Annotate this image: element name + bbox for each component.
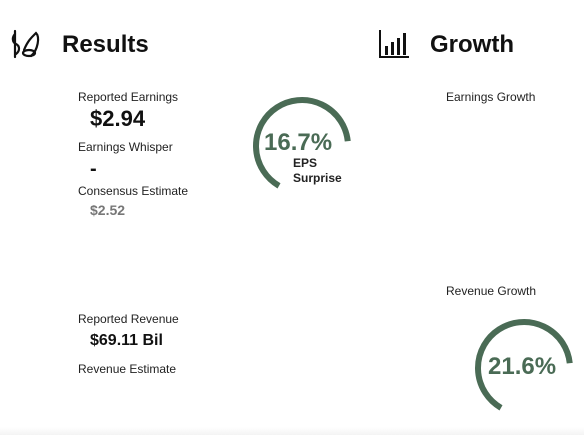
earnings-whisper-label: Earnings Whisper <box>78 140 173 154</box>
eps-surprise-label-line1: EPS <box>293 156 318 170</box>
revenue-growth-value: 21.6% <box>488 353 557 380</box>
revenue-growth-ring <box>475 319 573 411</box>
eps-surprise-gauge <box>250 94 354 198</box>
eps-surprise-ring <box>253 97 351 189</box>
eps-surprise-value: 16.7% <box>264 129 333 156</box>
consensus-estimate-value: $2.52 <box>90 202 126 218</box>
earnings-whisper-value: - <box>90 158 97 180</box>
revenue-growth-gauge <box>472 316 576 420</box>
revenue-growth-arc <box>475 319 573 411</box>
growth-title: Growth <box>430 31 514 58</box>
eps-surprise-label-line2: Surprise <box>293 171 342 185</box>
results-title: Results <box>62 31 149 58</box>
consensus-estimate-label: Consensus Estimate <box>78 184 189 198</box>
reported-revenue-value: $69.11 Bil <box>90 332 163 349</box>
eps-surprise-label: EPS Surprise <box>293 156 342 186</box>
bottom-fade <box>0 427 584 435</box>
money-bag-icon <box>11 29 40 59</box>
growth-icon-wrap <box>378 28 410 60</box>
earnings-growth-label: Earnings Growth <box>446 90 536 104</box>
bar-chart-icon <box>379 30 409 58</box>
revenue-estimate-label: Revenue Estimate <box>78 362 177 376</box>
results-icon-wrap <box>10 28 42 60</box>
eps-surprise-arc <box>253 97 351 189</box>
reported-earnings-value: $2.94 <box>90 106 146 131</box>
reported-revenue-label: Reported Revenue <box>78 312 179 326</box>
reported-earnings-label: Reported Earnings <box>78 90 179 104</box>
revenue-growth-label: Revenue Growth <box>446 284 537 298</box>
